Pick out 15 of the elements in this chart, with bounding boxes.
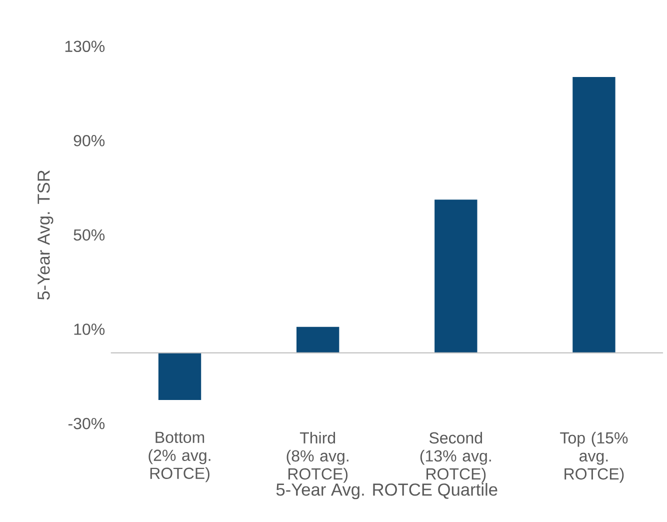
bar [434, 199, 478, 353]
y-tick-label: 50% [74, 229, 105, 240]
x-tick-label: Second (13% avg. ROTCE) [420, 432, 491, 483]
x-axis-title: 5-Year Avg. ROTCE Quartile [276, 482, 498, 500]
y-tick-label: 130% [65, 40, 105, 52]
y-axis-title: 5-Year Avg. TSR [38, 170, 54, 300]
x-tick-label: Third (8% avg. ROTCE) [286, 432, 348, 483]
bar [572, 76, 616, 353]
bar [296, 326, 340, 353]
y-tick-label: 90% [74, 134, 105, 146]
y-tick-label: 10% [74, 323, 105, 335]
y-tick-label: -30% [68, 418, 105, 430]
bar [158, 352, 202, 400]
x-tick-label: Bottom (2% avg. ROTCE) [148, 432, 210, 482]
x-tick-label: Top (15% avg. ROTCE) [560, 432, 628, 483]
